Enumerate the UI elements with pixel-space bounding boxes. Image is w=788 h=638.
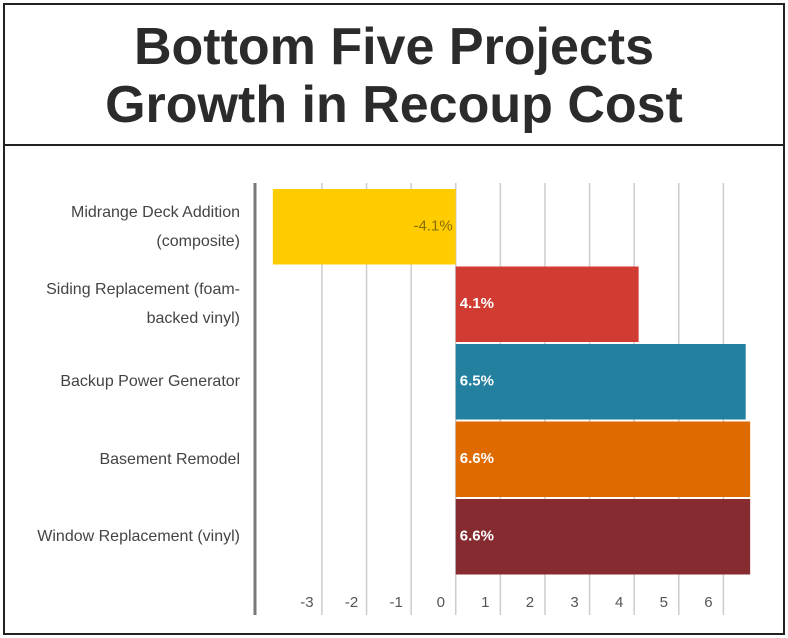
chart-title: Bottom Five Projects Growth in Recoup Co…: [105, 18, 683, 134]
x-tick-label: 0: [437, 594, 445, 611]
bar: [455, 421, 751, 497]
bar: [455, 266, 639, 342]
bar: [455, 499, 751, 575]
y-tick-label: Window Replacement (vinyl): [37, 528, 240, 546]
y-tick-label: Midrange Deck Addition (composite): [71, 203, 240, 250]
value-label: 6.5%: [460, 373, 494, 390]
x-tick-label: 5: [660, 594, 668, 611]
x-tick-label: 3: [570, 594, 578, 611]
x-tick-label: -1: [389, 594, 402, 611]
y-tick-label: Basement Remodel: [99, 450, 240, 468]
bar: [455, 344, 746, 420]
value-label: -4.1%: [414, 218, 453, 235]
x-tick-label: -2: [345, 594, 358, 611]
title-rule: [3, 144, 785, 146]
y-tick-label: Backup Power Generator: [60, 373, 240, 391]
x-tick-label: 1: [481, 594, 489, 611]
x-tick-label: -3: [300, 594, 313, 611]
value-label: 6.6%: [460, 528, 494, 545]
frame: [3, 3, 785, 635]
bar: [272, 189, 456, 265]
x-tick-label: 6: [704, 594, 712, 611]
y-tick-label: Siding Replacement (foam-backed vinyl): [46, 281, 240, 328]
value-label: 4.1%: [460, 295, 494, 312]
x-tick-label: 2: [526, 594, 534, 611]
x-tick-label: 4: [615, 594, 623, 611]
value-label: 6.6%: [460, 450, 494, 467]
